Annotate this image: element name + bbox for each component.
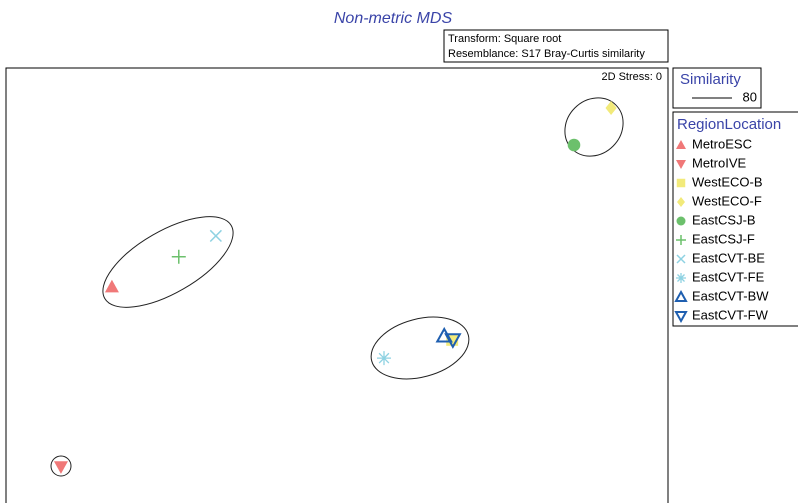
- legend-label: EastCVT-FE: [692, 269, 765, 284]
- marker: [567, 138, 581, 152]
- cluster-ellipse: [370, 316, 470, 380]
- transform-box: [443, 29, 669, 63]
- cluster-ellipse: [102, 216, 234, 308]
- legend-box: [672, 111, 798, 327]
- legend-label: MetroIVE: [692, 155, 747, 170]
- cluster-ellipse: [564, 97, 624, 157]
- legend-label: MetroESC: [692, 136, 752, 151]
- marker: [53, 461, 68, 474]
- legend-label: EastCVT-BW: [692, 288, 769, 303]
- cluster-ellipse: [50, 455, 72, 477]
- legend-label: EastCVT-FW: [692, 307, 769, 322]
- marker: [209, 229, 222, 243]
- marker: [446, 333, 459, 346]
- similarity-level: 80: [743, 89, 757, 104]
- marker: [676, 254, 686, 264]
- legend-label: WestECO-B: [692, 174, 763, 189]
- marker: [171, 249, 186, 264]
- annotation: Transform: Square root: [448, 33, 561, 45]
- cluster-contours: [50, 97, 624, 477]
- legend-label: EastCSJ-F: [692, 231, 755, 246]
- stress-label: 2D Stress: 0: [601, 71, 662, 83]
- annotation: Resemblance: S17 Bray-Curtis similarity: [448, 48, 645, 60]
- marker: [674, 289, 688, 302]
- marker: [677, 197, 685, 207]
- similarity-title: Similarity: [680, 71, 741, 88]
- marker: [676, 178, 686, 188]
- marker: [444, 333, 462, 349]
- chart-title: Non-metric MDS: [334, 10, 453, 27]
- legend-title: RegionLocation: [677, 116, 781, 133]
- marker: [674, 311, 688, 324]
- marker: [605, 101, 617, 116]
- marker: [676, 216, 686, 226]
- legend-label: WestECO-F: [692, 193, 762, 208]
- marker: [676, 273, 686, 283]
- marker: [676, 160, 686, 169]
- marker: [377, 351, 392, 366]
- marker: [104, 279, 119, 293]
- plot-frame: [5, 67, 669, 503]
- similarity-box: [672, 67, 762, 109]
- legend-label: EastCVT-BE: [692, 250, 765, 265]
- marker: [676, 235, 686, 245]
- legend-label: EastCSJ-B: [692, 212, 756, 227]
- marker: [676, 140, 686, 149]
